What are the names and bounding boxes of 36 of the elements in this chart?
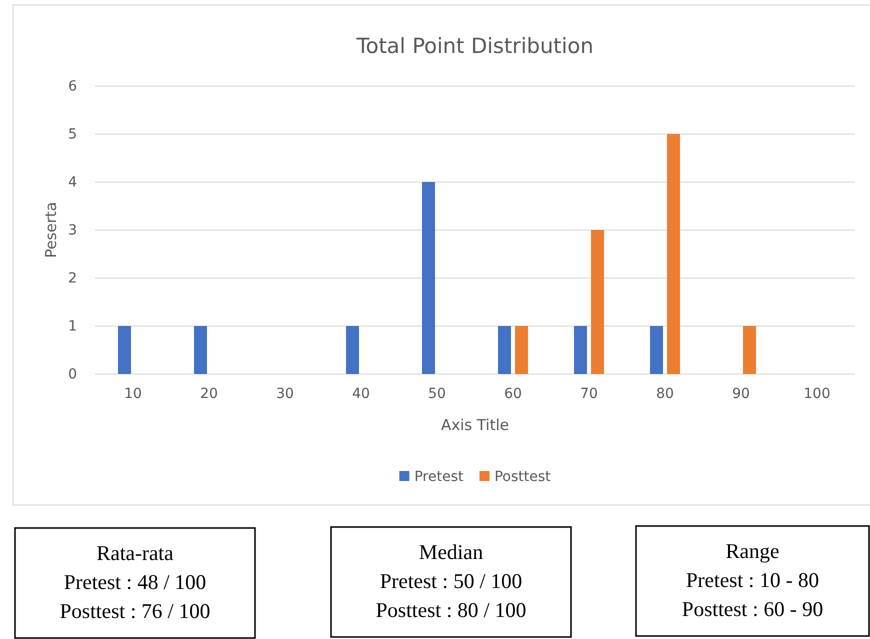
bar: [591, 230, 604, 374]
x-tick-label: 70: [580, 386, 598, 402]
x-tick-label: 90: [732, 386, 750, 402]
bar: [743, 326, 756, 374]
bar: [194, 326, 207, 374]
x-axis-title: Axis Title: [440, 416, 510, 434]
text: Median Pretest : 50 / 100 Posttest : 80 / 100: [376, 540, 526, 622]
legend-label: Pretest: [414, 469, 464, 485]
y-axis-title: Peserta: [42, 202, 60, 258]
chart-title: Total Point Distribution: [355, 34, 594, 58]
text: Range Pretest : 10 - 80 Posttest : 60 - 90: [682, 539, 824, 621]
y-tick-label: 5: [68, 126, 77, 142]
x-tick-label: 50: [428, 386, 446, 402]
x-tick-label: 80: [656, 386, 674, 402]
bar: [498, 326, 511, 374]
y-tick-label: 2: [68, 270, 77, 286]
y-tick-label: 6: [68, 78, 78, 94]
y-tick-label: 3: [68, 222, 77, 238]
bar: [422, 182, 435, 374]
x-tick-label: 100: [804, 386, 830, 402]
bar: [574, 326, 587, 374]
bar: [667, 134, 680, 374]
bar: [118, 326, 131, 374]
x-tick-label: 60: [504, 386, 522, 402]
bar: [650, 326, 663, 374]
y-tick-label: 0: [68, 366, 77, 382]
text: Rata-rata Pretest : 48 / 100 Posttest : 76 / 100: [60, 541, 210, 623]
y-tick-label: 4: [68, 174, 78, 190]
bar: [515, 326, 528, 374]
x-tick-label: 10: [124, 386, 142, 402]
legend-label: Posttest: [494, 469, 552, 485]
x-tick-label: 30: [276, 386, 294, 402]
x-tick-label: 20: [200, 386, 218, 402]
x-tick-label: 40: [352, 386, 370, 402]
bar: [346, 326, 359, 374]
y-tick-label: 1: [68, 318, 77, 334]
